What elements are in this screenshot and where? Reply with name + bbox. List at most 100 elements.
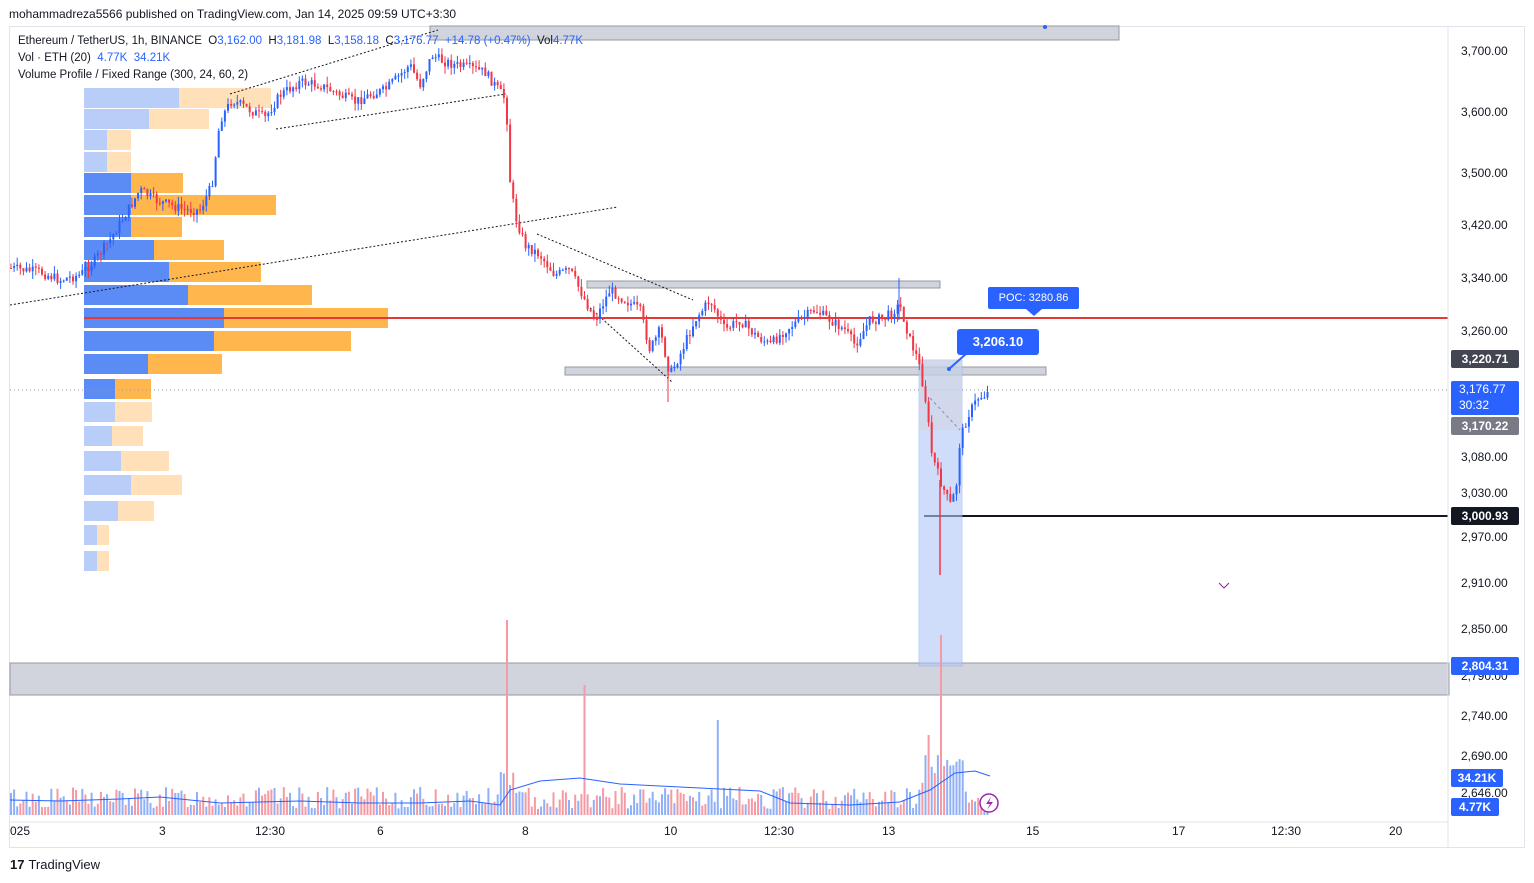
volume-bar [871, 798, 874, 815]
candle-body [118, 220, 121, 234]
candle-body [921, 364, 924, 387]
volume-bar [549, 806, 552, 815]
price-tick: 2,910.00 [1461, 576, 1508, 590]
low-value: 3,158.18 [334, 35, 380, 47]
volume-bar [552, 792, 555, 815]
candle-body [484, 67, 487, 77]
candle-body [155, 194, 158, 203]
candle-body [471, 62, 474, 67]
vp-row-up [84, 501, 118, 521]
volume-bar [626, 808, 629, 815]
volume-bar [189, 804, 192, 815]
volume-bar [741, 804, 744, 815]
volume-bar [227, 795, 229, 815]
candle-body [140, 188, 143, 194]
candle-body [447, 59, 450, 67]
poc-label[interactable]: POC: 3280.86 [988, 287, 1079, 309]
volume-bar [267, 790, 270, 815]
volume-bar [72, 787, 74, 815]
vp-row-up [84, 217, 131, 237]
candle-body [382, 86, 384, 90]
volume-bar [115, 789, 118, 815]
price-tick: 3,260.00 [1461, 324, 1508, 338]
candle-body [261, 111, 264, 113]
candle-body [388, 81, 391, 90]
candle-body [112, 234, 115, 240]
vol-label: Vol [536, 35, 553, 47]
candle-body [974, 400, 977, 405]
candle-body [797, 317, 800, 322]
volume-bar [577, 800, 580, 815]
volume-bar [208, 797, 211, 815]
candle-body [645, 319, 648, 341]
volume-bar [121, 792, 124, 815]
vp-row-down [188, 285, 312, 305]
candle-body [952, 494, 955, 502]
volume-bar [896, 807, 899, 815]
volume-bar [924, 755, 927, 815]
volume-bar [341, 799, 344, 815]
candle-body [44, 274, 47, 279]
lightning-icon[interactable] [979, 793, 999, 813]
volume-indicator-legend[interactable]: Vol · ETH (20) 4.77K 34.21K [18, 52, 170, 64]
volume-bar [295, 807, 298, 815]
candle-body [754, 332, 756, 335]
candle-body [422, 79, 425, 88]
volume-bar [44, 807, 47, 815]
candle-body [78, 274, 81, 276]
candle-body [22, 268, 25, 272]
candle-body [521, 232, 524, 235]
symbol-name[interactable]: Ethereum / TetherUS, 1h, BINANCE [18, 35, 202, 47]
volume-bar [103, 796, 105, 815]
candle-body [794, 321, 797, 327]
candle-body [397, 75, 400, 77]
volume-bar [78, 801, 81, 815]
volume-bar [685, 801, 688, 815]
price-tick: 2,690.00 [1461, 749, 1508, 763]
vp-row-down [115, 402, 152, 422]
volume-bar [450, 806, 453, 815]
candle-body [146, 189, 149, 197]
volume-bar [499, 772, 502, 815]
vol-now-tag: 4.77K [1451, 798, 1499, 816]
candle-body [843, 327, 846, 330]
volume-bar [927, 735, 930, 815]
volume-bar [676, 789, 679, 815]
volume-bar [679, 792, 682, 815]
candle-body [654, 337, 657, 341]
candle-body [902, 306, 905, 322]
volume-bar [329, 800, 332, 815]
candle-body [806, 309, 809, 318]
candle-body [633, 302, 636, 304]
volume-bar [785, 801, 787, 815]
candle-body [819, 312, 822, 315]
volume-profile-legend[interactable]: Volume Profile / Fixed Range (300, 24, 6… [18, 69, 248, 81]
candle-body [599, 308, 601, 320]
tradingview-brand[interactable]: 17 TradingView [10, 857, 100, 872]
candle-body [242, 100, 245, 104]
candle-body [692, 326, 694, 337]
volume-bar [217, 804, 220, 815]
candle-body [605, 296, 608, 307]
volume-bar [533, 797, 536, 815]
candle-body [90, 265, 93, 272]
volume-bar [493, 801, 496, 815]
candle-body [825, 310, 828, 316]
candle-body [437, 54, 440, 58]
volume-bar [481, 803, 484, 815]
vp-row-up [84, 109, 149, 129]
candle-body [676, 364, 679, 367]
volume-bar [37, 795, 40, 815]
volume-bar [630, 805, 632, 815]
high-label: H [268, 35, 277, 47]
price-callout[interactable]: 3,206.10 [957, 329, 1039, 355]
volume-bar [248, 802, 251, 815]
volume-bar [847, 792, 849, 815]
candle-body [289, 87, 291, 92]
candle-body [338, 91, 341, 96]
volume-bar [921, 782, 924, 815]
candle-body [196, 209, 198, 215]
candle-body [509, 124, 512, 183]
candle-body [552, 270, 555, 276]
